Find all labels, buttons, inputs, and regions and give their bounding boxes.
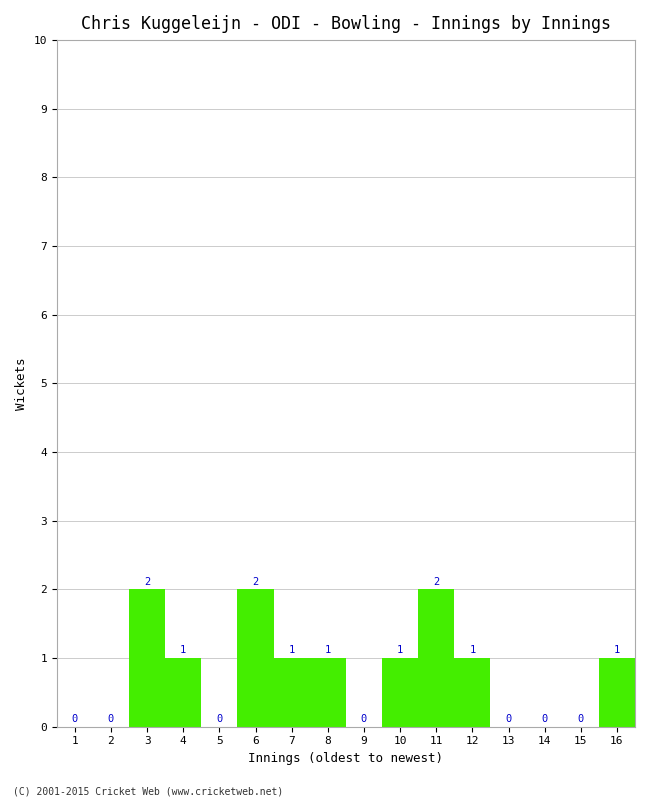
Text: 0: 0 [108,714,114,724]
Text: 2: 2 [252,577,259,586]
Text: 1: 1 [614,646,620,655]
Text: 0: 0 [216,714,222,724]
Text: 2: 2 [433,577,439,586]
Text: 1: 1 [469,646,476,655]
Bar [599,658,635,726]
Text: 1: 1 [180,646,187,655]
Text: 0: 0 [506,714,512,724]
Bar [237,590,274,726]
Text: 1: 1 [325,646,331,655]
Y-axis label: Wickets: Wickets [15,357,28,410]
Text: (C) 2001-2015 Cricket Web (www.cricketweb.net): (C) 2001-2015 Cricket Web (www.cricketwe… [13,786,283,796]
Text: 0: 0 [541,714,548,724]
Text: 1: 1 [397,646,403,655]
Bar [274,658,310,726]
Bar [418,590,454,726]
Text: 0: 0 [361,714,367,724]
Bar [310,658,346,726]
Text: 0: 0 [72,714,78,724]
Text: 2: 2 [144,577,150,586]
Bar [454,658,491,726]
Text: 1: 1 [289,646,295,655]
Bar [165,658,202,726]
Text: 0: 0 [578,714,584,724]
X-axis label: Innings (oldest to newest): Innings (oldest to newest) [248,752,443,765]
Bar [382,658,418,726]
Title: Chris Kuggeleijn - ODI - Bowling - Innings by Innings: Chris Kuggeleijn - ODI - Bowling - Innin… [81,15,611,33]
Bar [129,590,165,726]
